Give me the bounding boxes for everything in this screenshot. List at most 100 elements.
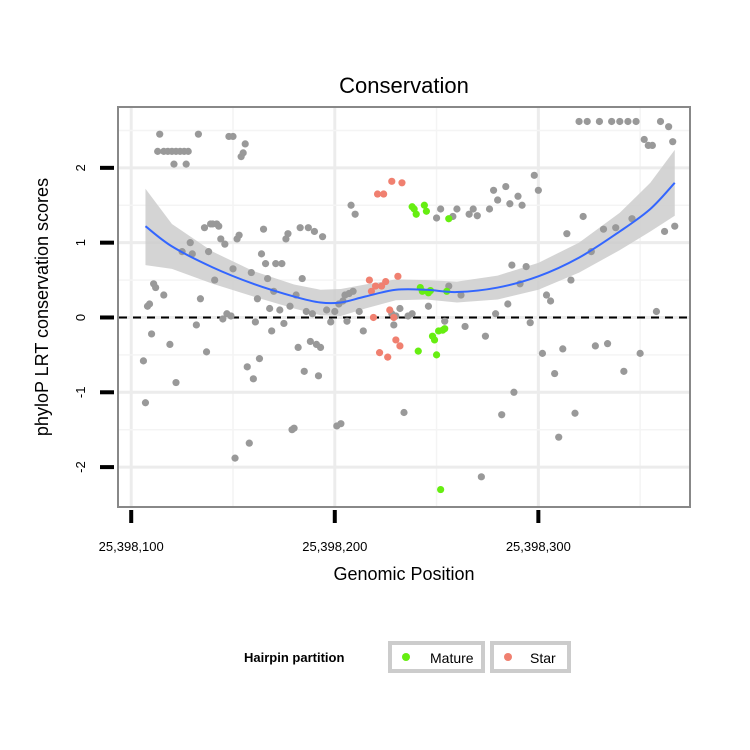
point-other — [390, 321, 398, 329]
point-other — [477, 473, 485, 481]
point-other — [538, 349, 547, 357]
point-other — [461, 322, 469, 331]
point-other — [628, 215, 636, 223]
point-other — [337, 420, 345, 428]
data-points — [139, 117, 679, 494]
point-other — [241, 140, 249, 148]
point-other — [194, 130, 202, 138]
point-other — [620, 367, 628, 375]
point-other — [514, 192, 522, 200]
x-tick-label: 25,398,100 — [99, 539, 164, 554]
x-axis-title: Genomic Position — [333, 564, 474, 584]
point-other — [318, 233, 327, 241]
point-other — [355, 307, 363, 316]
point-other — [469, 205, 477, 213]
point-other — [196, 295, 205, 303]
point-other — [145, 300, 154, 308]
point-other — [526, 319, 534, 327]
point-other — [583, 117, 591, 126]
point-other — [616, 117, 624, 126]
point-other — [294, 343, 302, 351]
point-other — [608, 117, 616, 126]
point-other — [640, 135, 648, 144]
point-other — [508, 261, 516, 269]
point-other — [347, 201, 355, 209]
legend-title: Hairpin partition — [244, 650, 344, 665]
point-other — [546, 297, 555, 305]
point-other — [182, 160, 190, 168]
point-other — [259, 225, 268, 233]
point-other — [286, 302, 294, 310]
point-other — [571, 409, 579, 417]
point-other — [652, 307, 661, 316]
point-other — [665, 123, 673, 131]
point-star — [369, 313, 378, 322]
point-other — [296, 224, 304, 232]
x-axis: 25,398,100 25,398,200 25,398,300 — [99, 510, 571, 554]
point-other — [243, 363, 251, 371]
point-other — [272, 260, 280, 268]
point-other — [219, 315, 227, 323]
point-other — [530, 171, 538, 179]
point-other — [534, 186, 542, 194]
point-other — [310, 227, 319, 236]
point-other — [671, 222, 679, 230]
point-other — [280, 319, 288, 328]
point-star — [384, 353, 392, 361]
legend-marker-mature — [402, 653, 410, 661]
point-other — [221, 240, 229, 248]
point-star — [398, 179, 406, 187]
point-other — [215, 222, 223, 230]
x-tick-label: 25,398,200 — [302, 539, 367, 554]
point-other — [170, 160, 178, 168]
point-other — [351, 210, 359, 218]
point-other — [200, 224, 209, 232]
point-other — [306, 337, 314, 346]
point-other — [255, 355, 264, 363]
legend-marker-star — [504, 653, 512, 661]
point-other — [408, 310, 416, 318]
point-other — [304, 224, 312, 232]
point-other — [257, 250, 266, 258]
point-other — [298, 274, 306, 283]
y-axis: -2 -1 0 1 2 — [73, 164, 114, 473]
point-star — [367, 287, 376, 295]
point-other — [204, 248, 213, 256]
point-other — [559, 345, 567, 353]
smooth-curve — [144, 182, 676, 305]
point-other — [152, 283, 160, 292]
point-other — [247, 268, 255, 277]
point-other — [141, 399, 150, 407]
point-other — [323, 306, 331, 314]
point-star — [380, 190, 388, 198]
point-other — [603, 340, 612, 348]
point-other — [349, 287, 357, 295]
point-other — [160, 291, 168, 299]
point-other — [396, 304, 404, 313]
point-other — [166, 340, 174, 349]
point-other — [290, 424, 298, 432]
point-other — [261, 260, 270, 268]
point-other — [276, 306, 284, 314]
point-other — [147, 330, 156, 338]
y-axis-title: phyloP LRT conservation scores — [32, 178, 52, 436]
point-other — [660, 227, 669, 236]
y-tick-label: 0 — [73, 314, 88, 321]
point-other — [591, 342, 599, 350]
plot-panel — [117, 106, 691, 508]
point-star — [382, 277, 390, 286]
point-other — [656, 117, 665, 126]
point-mature — [414, 347, 422, 355]
point-other — [227, 312, 235, 320]
point-other — [156, 130, 164, 138]
point-star — [371, 282, 380, 290]
point-other — [186, 239, 194, 247]
point-mature — [432, 351, 441, 359]
point-other — [542, 291, 551, 299]
point-other — [343, 317, 351, 325]
point-other — [253, 295, 262, 303]
point-other — [231, 454, 239, 462]
legend-label-star: Star — [530, 650, 556, 666]
point-other — [489, 186, 498, 194]
